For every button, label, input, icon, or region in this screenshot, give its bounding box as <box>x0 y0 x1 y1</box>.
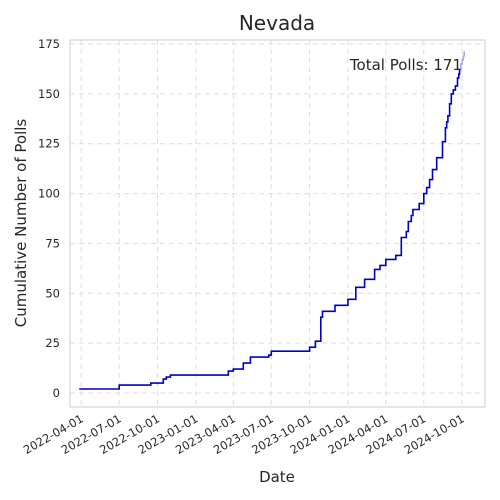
y-tick-label: 175 <box>38 37 60 51</box>
chart-title: Nevada <box>239 11 315 35</box>
series-group <box>79 51 466 390</box>
series-line-main <box>79 69 461 390</box>
y-ticks: 0 25 50 75 100 125 150 175 <box>38 37 60 400</box>
plot-area <box>69 39 486 408</box>
y-tick-label: 100 <box>38 187 60 201</box>
y-axis-label: Cumulative Number of Polls <box>12 119 30 328</box>
y-tick-label: 50 <box>45 286 60 300</box>
y-tick-label: 150 <box>38 87 60 101</box>
y-tick-label: 0 <box>53 386 60 400</box>
y-tick-label: 25 <box>45 336 60 350</box>
y-tick-label: 125 <box>38 137 60 151</box>
series-line-recent <box>459 51 466 71</box>
grid-lines <box>70 40 485 407</box>
total-polls-annotation: Total Polls: 171 <box>349 56 462 74</box>
x-ticks: 2022-04-012022-07-012022-10-012023-01-01… <box>21 411 467 457</box>
x-axis-label: Date <box>259 468 295 486</box>
y-tick-label: 75 <box>45 236 60 250</box>
